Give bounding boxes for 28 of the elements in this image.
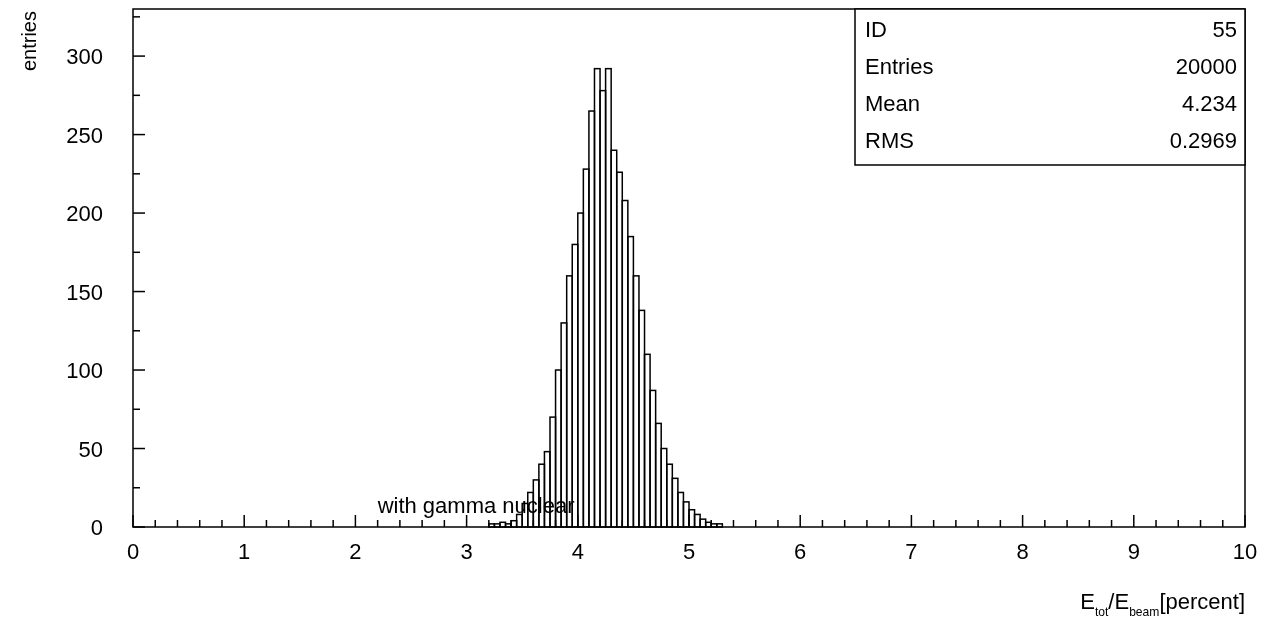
y-tick-label: 150 [66,279,103,305]
y-axis-title: entries [18,11,40,72]
annotation: ID [865,17,887,42]
x-tick-label: 3 [460,539,473,564]
x-tick-label: 9 [1127,539,1140,564]
x-tick-label: 4 [571,539,584,564]
annotation: RMS [865,128,914,153]
annotation: 0.2969 [1169,128,1237,153]
x-tick-label: 1 [238,539,251,564]
y-tick-label: 0 [90,515,103,540]
y-tick-label: 300 [66,44,103,70]
x-tick-label: 6 [794,539,807,564]
x-tick-label: 0 [126,539,140,564]
annotation: 55 [1212,17,1237,42]
y-tick-label: 200 [66,201,103,227]
x-tick-label: 10 [1232,539,1258,564]
x-tick-label: 2 [349,539,362,564]
y-tick-label: 50 [78,436,103,462]
y-tick-label: 250 [66,122,103,148]
annotation: 4.234 [1181,91,1237,116]
x-tick-label: 7 [905,539,918,564]
annotation: Mean [865,91,921,116]
annotation: Entries [865,54,934,79]
x-axis-title: E$_{tot}$/E$_{beam}$[percent] [1080,589,1245,619]
annotation: 20000 [1175,54,1237,79]
x-tick-label: 5 [682,539,696,564]
x-tick-label: 8 [1016,539,1029,564]
y-tick-label: 100 [66,358,103,384]
